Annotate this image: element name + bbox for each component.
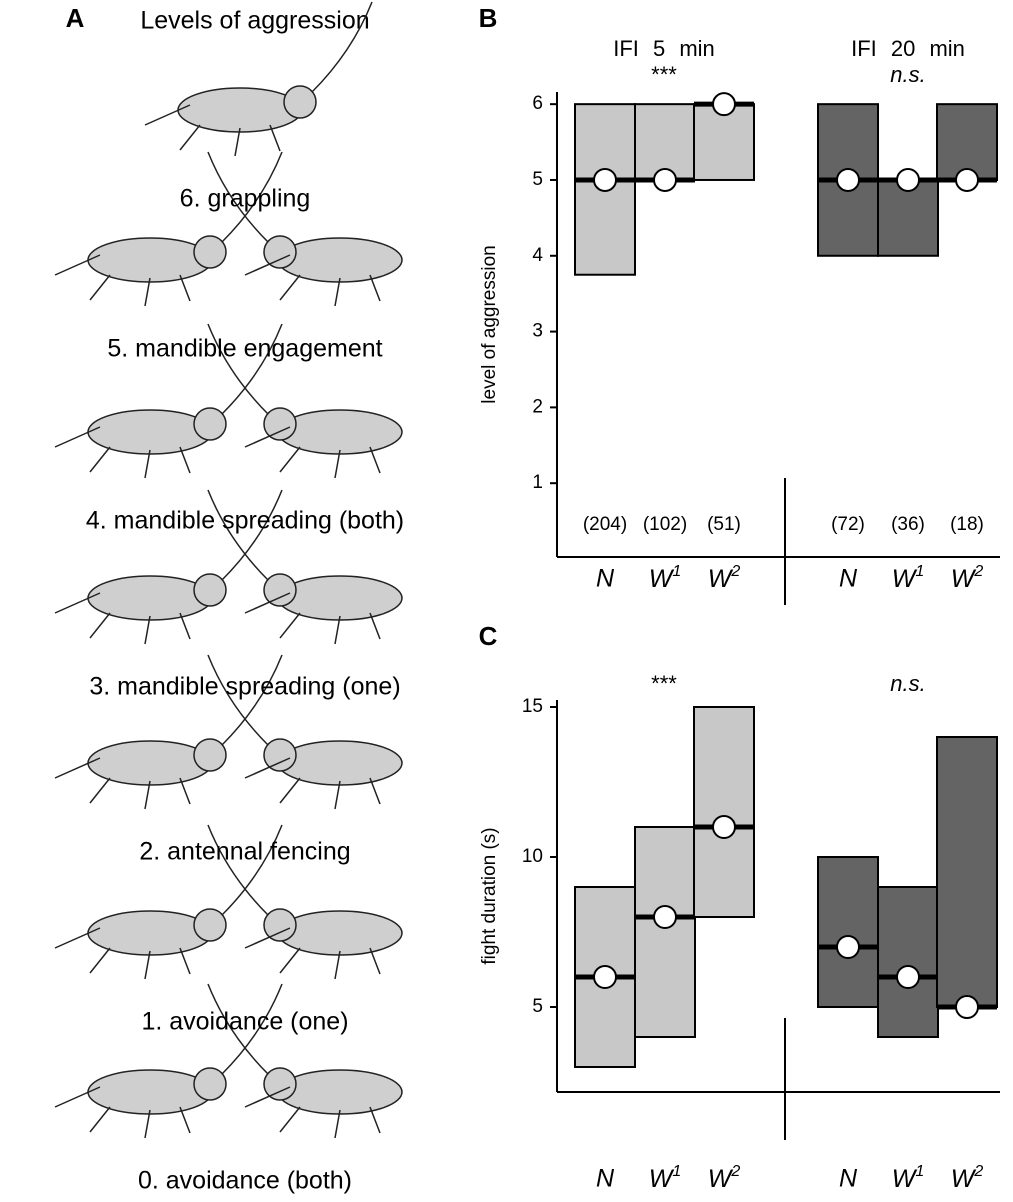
significance: *** <box>651 62 677 87</box>
cricket-body <box>278 410 402 454</box>
iqr-box <box>635 827 695 1037</box>
median-marker <box>654 906 676 928</box>
x-tick-label: W2 <box>708 1163 741 1192</box>
level-label: 0. avoidance (both) <box>138 1167 352 1195</box>
median-marker <box>594 169 616 191</box>
x-tick-label: N <box>839 565 858 593</box>
median-marker <box>897 966 919 988</box>
figure: A Levels of aggression 6. grappling 5. ma… <box>0 0 1013 1202</box>
x-tick-label: W2 <box>708 563 741 592</box>
y-tick-label: 4 <box>532 245 543 266</box>
y-tick-label: 15 <box>522 696 543 717</box>
median-marker <box>837 169 859 191</box>
level-label: 6. grappling <box>180 185 311 213</box>
significance: n.s. <box>890 671 925 696</box>
cricket-body <box>88 238 212 282</box>
cricket-body <box>88 410 212 454</box>
median-marker <box>654 169 676 191</box>
median-marker <box>837 936 859 958</box>
cricket-body <box>278 741 402 785</box>
cricket-body <box>88 576 212 620</box>
cricket-head <box>194 909 226 941</box>
cricket-head <box>264 408 296 440</box>
y-tick-label: 3 <box>532 321 543 342</box>
iqr-box <box>937 737 997 1007</box>
level-label: 1. avoidance (one) <box>141 1008 348 1036</box>
cricket-head <box>284 86 316 118</box>
group-header: IFI 5 min <box>613 36 715 61</box>
x-tick-label: W1 <box>892 563 925 592</box>
cricket-body <box>278 576 402 620</box>
y-tick-label: 10 <box>522 846 543 867</box>
x-tick-label: W2 <box>951 1163 984 1192</box>
iqr-box <box>878 887 938 1037</box>
cricket-body <box>88 1070 212 1114</box>
y-axis-title: level of aggression <box>479 245 500 403</box>
sample-size: (204) <box>583 514 627 535</box>
sample-size: (18) <box>950 514 984 535</box>
significance: n.s. <box>890 62 925 87</box>
median-marker <box>956 169 978 191</box>
x-tick-label: N <box>839 1165 858 1193</box>
panel-label: A <box>66 3 85 33</box>
cricket-body <box>278 1070 402 1114</box>
y-tick-label: 2 <box>532 396 543 417</box>
x-tick-label: N <box>596 1165 615 1193</box>
median-marker <box>594 966 616 988</box>
median-marker <box>956 996 978 1018</box>
cricket-head <box>194 236 226 268</box>
sample-size: (72) <box>831 514 865 535</box>
level-label: 4. mandible spreading (both) <box>86 507 404 535</box>
panel-label: B <box>479 3 498 33</box>
cricket-head <box>194 1068 226 1100</box>
sample-size: (36) <box>891 514 925 535</box>
x-tick-label: W1 <box>649 1163 682 1192</box>
y-tick-label: 5 <box>532 169 543 190</box>
x-tick-label: W1 <box>892 1163 925 1192</box>
median-marker <box>713 93 735 115</box>
cricket-drawings <box>55 2 402 1138</box>
cricket-body <box>178 88 302 132</box>
cricket-head <box>264 1068 296 1100</box>
cricket-body <box>278 238 402 282</box>
panel-title: Levels of aggression <box>140 7 369 35</box>
cricket-head <box>264 739 296 771</box>
level-label: 5. mandible engagement <box>107 335 382 363</box>
sample-size: (51) <box>707 514 741 535</box>
cricket-body <box>88 911 212 955</box>
cricket-head <box>264 236 296 268</box>
y-axis-title: fight duration (s) <box>479 827 500 964</box>
x-tick-label: W1 <box>649 563 682 592</box>
y-tick-label: 1 <box>532 472 543 493</box>
group-header: IFI 20 min <box>851 36 965 61</box>
cricket-head <box>264 909 296 941</box>
level-label: 2. antennal fencing <box>139 838 350 866</box>
median-marker <box>897 169 919 191</box>
panel-label: C <box>479 621 498 651</box>
iqr-box <box>818 857 878 1007</box>
cricket-head <box>264 574 296 606</box>
significance: *** <box>651 671 677 696</box>
median-marker <box>713 816 735 838</box>
sample-size: (102) <box>643 514 687 535</box>
cricket-head <box>194 739 226 771</box>
cricket-body <box>88 741 212 785</box>
y-tick-label: 6 <box>532 93 543 114</box>
x-tick-label: W2 <box>951 563 984 592</box>
cricket-head <box>194 574 226 606</box>
x-tick-label: N <box>596 565 615 593</box>
level-label: 3. mandible spreading (one) <box>89 673 400 701</box>
iqr-box <box>694 707 754 917</box>
cricket-body <box>278 911 402 955</box>
y-tick-label: 5 <box>532 996 543 1017</box>
cricket-head <box>194 408 226 440</box>
